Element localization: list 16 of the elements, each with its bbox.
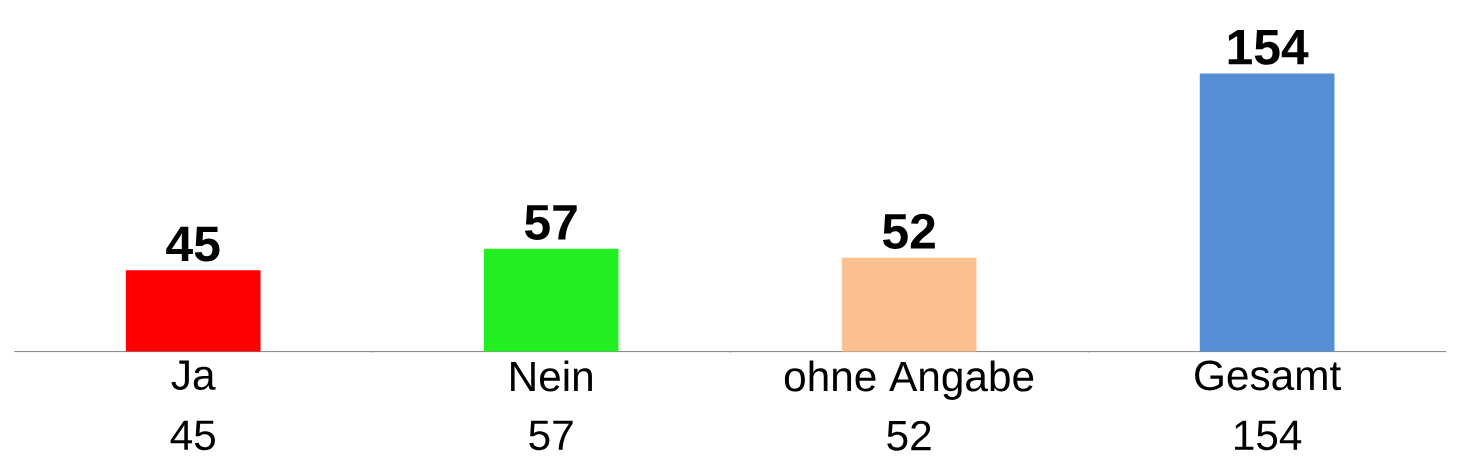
x-tick-label: Gesamt [1195, 360, 1341, 391]
data-label: 52 [882, 213, 935, 249]
data-label: 57 [524, 205, 577, 240]
text: 52 [887, 420, 931, 451]
bar [841, 257, 977, 352]
x-tick-label: Ja [171, 360, 216, 390]
text: 154 [1235, 420, 1302, 451]
x-tick-label: ohne Angabe [784, 360, 1034, 400]
x-tick-label: Nein [511, 360, 592, 392]
bar [1199, 73, 1335, 352]
data-label: 45 [166, 226, 220, 262]
text: 57 [529, 420, 573, 451]
data-label: 154 [1228, 30, 1309, 65]
bar [125, 270, 261, 352]
text: 45 [170, 420, 215, 451]
bar [483, 248, 619, 352]
